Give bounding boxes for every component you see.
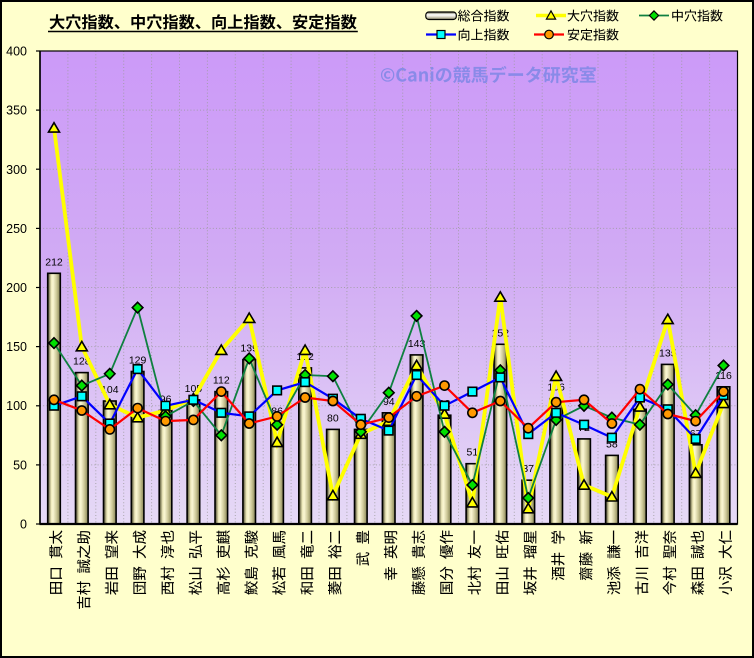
svg-text:212: 212: [45, 256, 63, 268]
svg-text:37: 37: [522, 463, 534, 475]
svg-text:350: 350: [6, 104, 27, 118]
svg-text:129: 129: [129, 355, 147, 367]
svg-text:67: 67: [690, 428, 702, 440]
svg-text:58: 58: [606, 438, 618, 450]
svg-text:400: 400: [6, 45, 27, 59]
svg-text:100: 100: [6, 399, 27, 413]
svg-text:94: 94: [383, 396, 395, 408]
svg-text:200: 200: [6, 281, 27, 295]
svg-text:50: 50: [13, 458, 27, 472]
svg-text:51: 51: [467, 447, 479, 459]
svg-text:96: 96: [160, 394, 172, 406]
svg-text:300: 300: [6, 163, 27, 177]
svg-text:150: 150: [6, 340, 27, 354]
svg-text:80: 80: [327, 412, 339, 424]
svg-text:0: 0: [20, 518, 27, 532]
svg-text:112: 112: [213, 375, 230, 387]
svg-text:143: 143: [408, 338, 426, 350]
svg-text:250: 250: [6, 222, 27, 236]
